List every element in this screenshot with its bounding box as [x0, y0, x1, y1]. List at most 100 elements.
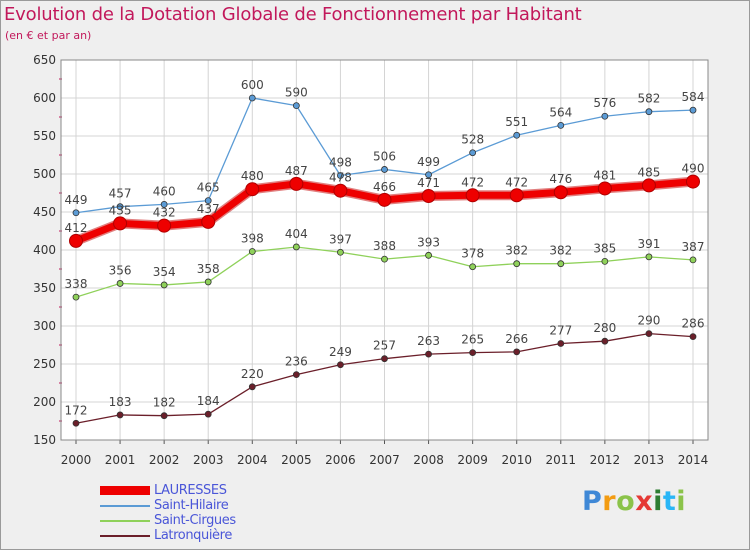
- data-point-lauresses: [201, 214, 216, 229]
- legend-swatch-saint-hilaire: [100, 505, 150, 507]
- data-label-latronquiere: 263: [417, 334, 440, 348]
- data-label-saint-cirgues: 356: [109, 263, 132, 277]
- data-label-lauresses: 490: [682, 162, 705, 176]
- data-label-latronquiere: 277: [549, 323, 572, 337]
- data-label-saint-hilaire: 460: [153, 184, 176, 198]
- data-label-saint-cirgues: 388: [373, 239, 396, 253]
- data-point-saint-cirgues: [689, 256, 697, 264]
- legend: LAURESSES Saint-Hilaire Saint-Cirgues Latro…: [100, 483, 360, 543]
- data-label-lauresses: 472: [461, 175, 484, 189]
- data-point-saint-cirgues: [248, 248, 256, 255]
- y-tick-label: 200: [33, 395, 56, 409]
- data-label-lauresses: 481: [593, 168, 616, 182]
- data-label-saint-hilaire: 582: [637, 92, 660, 106]
- data-label-latronquiere: 265: [461, 333, 484, 347]
- x-tick-label: 2008: [413, 453, 444, 467]
- legend-label-saint-cirgues: Saint-Cirgues: [154, 513, 236, 528]
- data-point-latronquiere: [513, 348, 521, 356]
- data-label-latronquiere: 183: [109, 395, 132, 409]
- data-label-lauresses: 476: [549, 172, 572, 186]
- data-label-latronquiere: 257: [373, 339, 396, 353]
- data-label-saint-hilaire: 465: [197, 181, 220, 195]
- y-tick-label: 350: [33, 281, 56, 295]
- data-point-lauresses: [113, 216, 128, 231]
- data-point-latronquiere: [425, 350, 432, 358]
- data-label-latronquiere: 236: [285, 355, 308, 369]
- data-label-latronquiere: 172: [65, 403, 88, 417]
- data-label-latronquiere: 220: [241, 367, 264, 381]
- data-point-saint-hilaire: [645, 108, 653, 116]
- x-tick-label: 2014: [678, 453, 709, 467]
- data-point-saint-cirgues: [557, 260, 565, 268]
- data-label-lauresses: 485: [637, 165, 660, 179]
- data-point-latronquiere: [116, 411, 124, 419]
- data-point-latronquiere: [248, 383, 256, 391]
- data-label-saint-cirgues: 398: [241, 232, 264, 246]
- data-point-saint-hilaire: [425, 171, 432, 179]
- data-point-saint-hilaire: [292, 102, 300, 109]
- logo-letter: P: [582, 486, 603, 517]
- y-tick-label: 150: [33, 433, 56, 447]
- data-point-saint-hilaire: [689, 106, 697, 114]
- y-tick-label: 650: [33, 53, 56, 67]
- data-point-latronquiere: [557, 340, 565, 347]
- data-label-latronquiere: 286: [682, 317, 705, 331]
- legend-swatch-latronquiere: [100, 535, 150, 537]
- data-label-saint-hilaire: 498: [329, 156, 352, 170]
- chart-subtitle: (en € et par an): [5, 29, 92, 42]
- legend-item-saint-cirgues: Saint-Cirgues: [100, 513, 360, 528]
- y-tick-label: 550: [33, 129, 56, 143]
- data-point-saint-cirgues: [645, 253, 653, 261]
- data-label-saint-cirgues: 393: [417, 235, 440, 249]
- data-label-saint-cirgues: 382: [505, 244, 528, 258]
- x-tick-label: 2011: [546, 453, 577, 467]
- data-label-latronquiere: 280: [593, 321, 616, 335]
- x-tick-label: 2006: [325, 453, 356, 467]
- data-label-saint-cirgues: 358: [197, 262, 220, 276]
- chart-title: Evolution de la Dotation Globale de Fonc…: [4, 4, 582, 25]
- data-label-saint-hilaire: 551: [505, 115, 528, 129]
- data-point-latronquiere: [337, 361, 344, 369]
- data-point-lauresses: [641, 178, 656, 193]
- y-tick-label: 250: [33, 357, 56, 371]
- data-label-saint-hilaire: 590: [285, 86, 308, 100]
- legend-label-latronquiere: Latronquière: [154, 528, 232, 543]
- data-point-saint-cirgues: [116, 280, 124, 287]
- data-point-latronquiere: [381, 355, 388, 363]
- x-tick-label: 2003: [193, 453, 224, 467]
- data-point-latronquiere: [204, 410, 212, 418]
- y-tick-label: 300: [33, 319, 56, 333]
- data-point-saint-cirgues: [469, 263, 477, 271]
- legend-label-lauresses: LAURESSES: [154, 483, 227, 498]
- data-label-saint-hilaire: 499: [417, 155, 440, 169]
- data-label-lauresses: 472: [505, 175, 528, 189]
- legend-item-lauresses: LAURESSES: [100, 483, 360, 498]
- data-point-latronquiere: [689, 333, 697, 341]
- x-tick-label: 2012: [590, 453, 621, 467]
- data-point-saint-hilaire: [160, 200, 168, 208]
- y-tick-label: 450: [33, 205, 56, 219]
- data-label-lauresses: 432: [153, 206, 176, 220]
- data-point-saint-cirgues: [160, 281, 168, 289]
- data-point-saint-cirgues: [425, 251, 432, 259]
- data-label-lauresses: 437: [197, 202, 220, 216]
- legend-swatch-lauresses: [100, 486, 150, 495]
- data-label-saint-hilaire: 528: [461, 133, 484, 147]
- data-point-latronquiere: [72, 419, 80, 427]
- logo-letter: o: [616, 486, 636, 517]
- data-point-saint-cirgues: [381, 255, 388, 263]
- data-label-saint-cirgues: 404: [285, 227, 308, 241]
- data-point-saint-cirgues: [601, 257, 609, 265]
- data-label-lauresses: 480: [241, 169, 264, 183]
- data-point-saint-hilaire: [513, 131, 521, 139]
- data-label-saint-hilaire: 449: [65, 193, 88, 207]
- data-point-saint-cirgues: [337, 248, 344, 256]
- data-point-latronquiere: [601, 337, 609, 345]
- data-label-latronquiere: 249: [329, 345, 352, 359]
- x-tick-label: 2004: [237, 453, 268, 467]
- legend-item-saint-hilaire: Saint-Hilaire: [100, 498, 360, 513]
- data-point-lauresses: [509, 188, 524, 203]
- data-label-saint-cirgues: 338: [65, 277, 88, 291]
- x-tick-label: 2013: [634, 453, 665, 467]
- data-label-latronquiere: 266: [505, 332, 528, 346]
